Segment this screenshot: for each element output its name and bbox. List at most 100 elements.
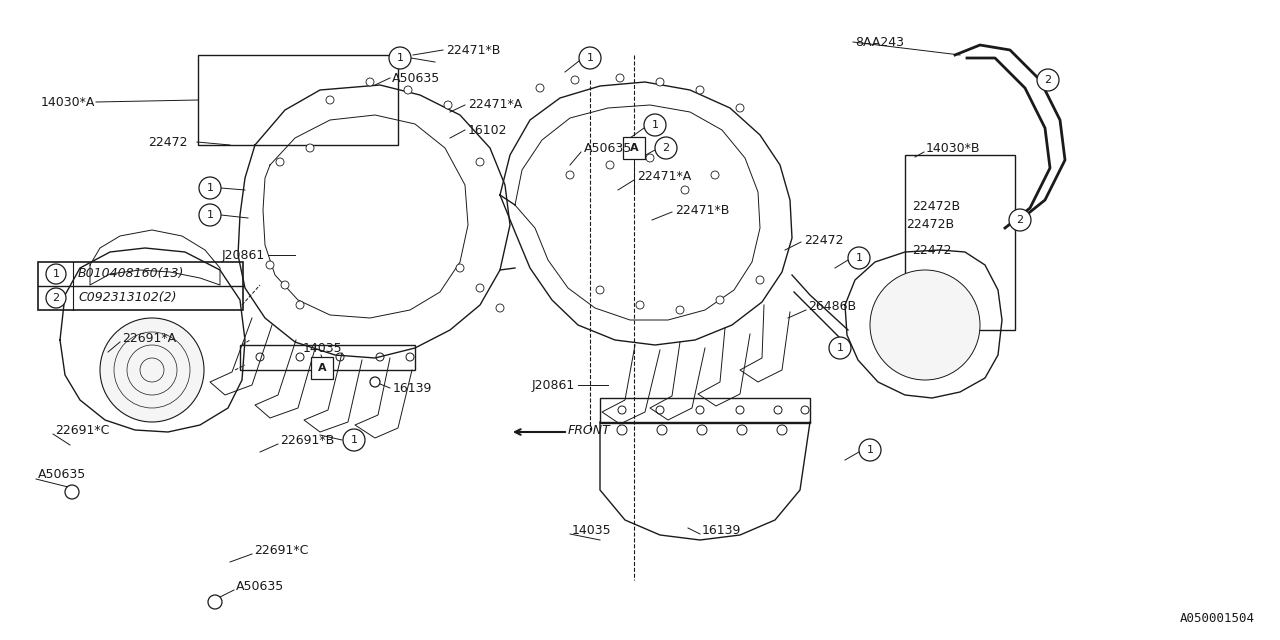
Circle shape	[389, 47, 411, 69]
Circle shape	[296, 353, 305, 361]
Text: A50635: A50635	[392, 72, 440, 84]
Text: 22691*C: 22691*C	[253, 543, 308, 557]
Bar	[241, 345, 415, 370]
Circle shape	[376, 353, 384, 361]
Bar	[623, 137, 645, 159]
Text: 14035: 14035	[572, 524, 612, 536]
Circle shape	[756, 276, 764, 284]
Text: 14030*B: 14030*B	[925, 141, 980, 154]
Text: 22691*A: 22691*A	[122, 332, 177, 344]
Circle shape	[536, 84, 544, 92]
Text: 1: 1	[855, 253, 863, 263]
Circle shape	[859, 439, 881, 461]
Text: C092313102(2): C092313102(2)	[78, 291, 177, 305]
Text: 22691*B: 22691*B	[280, 433, 334, 447]
Text: 1: 1	[867, 445, 873, 455]
Circle shape	[266, 261, 274, 269]
Circle shape	[476, 284, 484, 292]
Circle shape	[370, 377, 380, 387]
Circle shape	[681, 186, 689, 194]
Text: 22471*B: 22471*B	[675, 204, 730, 216]
Circle shape	[65, 485, 79, 499]
Circle shape	[636, 301, 644, 309]
Circle shape	[404, 86, 412, 94]
Circle shape	[406, 353, 413, 361]
Circle shape	[276, 158, 284, 166]
Circle shape	[646, 154, 654, 162]
Circle shape	[774, 406, 782, 414]
Circle shape	[100, 318, 204, 422]
Circle shape	[207, 595, 221, 609]
Circle shape	[444, 101, 452, 109]
Text: J20861: J20861	[221, 248, 265, 262]
Circle shape	[571, 76, 579, 84]
Text: 14030*A: 14030*A	[41, 95, 95, 109]
Text: 2: 2	[1044, 75, 1052, 85]
Circle shape	[801, 406, 809, 414]
Text: 1: 1	[837, 343, 844, 353]
Circle shape	[296, 301, 305, 309]
Bar	[198, 55, 398, 145]
Text: 8AA243: 8AA243	[855, 35, 904, 49]
Text: A: A	[317, 363, 326, 373]
Text: 14035: 14035	[303, 342, 343, 355]
Text: 26486B: 26486B	[808, 300, 856, 312]
Circle shape	[676, 306, 684, 314]
Text: 22472B: 22472B	[906, 218, 954, 230]
Circle shape	[716, 296, 724, 304]
Circle shape	[657, 406, 664, 414]
Circle shape	[1009, 209, 1030, 231]
Circle shape	[737, 425, 748, 435]
Circle shape	[736, 104, 744, 112]
Circle shape	[605, 161, 614, 169]
Text: 22472: 22472	[804, 234, 844, 246]
Circle shape	[335, 353, 344, 361]
Circle shape	[497, 304, 504, 312]
Circle shape	[618, 406, 626, 414]
Bar	[311, 357, 333, 379]
Text: 22471*A: 22471*A	[468, 99, 522, 111]
Text: A050001504: A050001504	[1180, 612, 1254, 625]
Circle shape	[343, 429, 365, 451]
Text: 2: 2	[52, 293, 60, 303]
Circle shape	[566, 171, 573, 179]
Text: 2: 2	[663, 143, 669, 153]
Bar	[38, 262, 243, 310]
Text: 16139: 16139	[393, 381, 433, 394]
Text: 1: 1	[351, 435, 357, 445]
Circle shape	[698, 425, 707, 435]
Circle shape	[870, 270, 980, 380]
Circle shape	[696, 86, 704, 94]
Text: 1: 1	[206, 183, 214, 193]
Text: B010408160(13): B010408160(13)	[78, 268, 184, 280]
Text: 2: 2	[1016, 215, 1024, 225]
Text: A50635: A50635	[236, 579, 284, 593]
Circle shape	[657, 425, 667, 435]
Circle shape	[644, 114, 666, 136]
Circle shape	[456, 264, 465, 272]
Text: 22471*B: 22471*B	[445, 44, 500, 56]
Circle shape	[306, 144, 314, 152]
Text: A: A	[630, 143, 639, 153]
Text: 22472: 22472	[148, 136, 187, 148]
Text: 22472: 22472	[911, 243, 951, 257]
Circle shape	[696, 406, 704, 414]
Circle shape	[616, 74, 625, 82]
Text: 16139: 16139	[701, 524, 741, 536]
Circle shape	[829, 337, 851, 359]
Text: 1: 1	[586, 53, 594, 63]
Text: 1: 1	[52, 269, 59, 279]
Text: 22472B: 22472B	[911, 200, 960, 212]
Circle shape	[46, 288, 67, 308]
Circle shape	[849, 247, 870, 269]
Circle shape	[198, 177, 221, 199]
Text: 16102: 16102	[468, 124, 507, 136]
Circle shape	[736, 406, 744, 414]
Text: J20861: J20861	[531, 378, 575, 392]
Circle shape	[579, 47, 602, 69]
Bar	[600, 398, 810, 423]
Text: 1: 1	[652, 120, 658, 130]
Bar	[905, 155, 1015, 330]
Circle shape	[1037, 69, 1059, 91]
Circle shape	[366, 78, 374, 86]
